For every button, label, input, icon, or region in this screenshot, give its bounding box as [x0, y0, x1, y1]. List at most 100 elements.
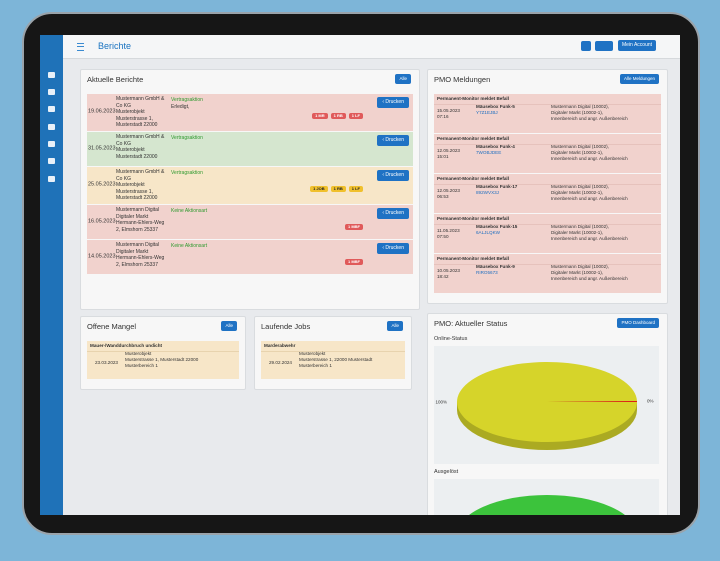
all-messages-button[interactable]: Alle Meldungen: [619, 74, 659, 84]
badge: 1 LF: [348, 113, 363, 119]
location-line: Digitaler Markt (10002-1),: [551, 190, 604, 196]
pmo-location: Mustermann Digital (10002), Digitaler Mar…: [551, 184, 628, 203]
address-line: Hermann-Ehlers-Weg: [116, 255, 165, 262]
address-line: 2, Elmshorn 25337: [116, 226, 158, 233]
device-name: Mäusebox Funk-9: [476, 264, 515, 269]
address-line: Musterstrasse 1,: [116, 188, 153, 195]
print-button[interactable]: ‹ Drucken: [377, 207, 409, 219]
header: Berichte Mein Account: [63, 35, 680, 59]
pmo-list: Permanent-Monitor meldet Befall 15.05.202…: [434, 94, 661, 294]
address-line: Musterstrasse 1,: [116, 115, 153, 122]
nav-icon[interactable]: [48, 176, 55, 182]
device-code[interactable]: 6ALJLQKW: [476, 230, 500, 236]
nav-icon[interactable]: [48, 89, 55, 95]
report-address: Mustermann GmbH & Co KG Musterobjekt Muste…: [116, 94, 168, 131]
location-line: Digitaler Markt (10002-1),: [551, 270, 604, 276]
location-line: Digitaler Markt (10002-1),: [551, 230, 604, 236]
pmo-time: 07:50: [437, 234, 449, 240]
pmo-datetime: 12.05.2023 15:01: [437, 148, 460, 160]
chart-box: 100% 0%: [434, 346, 659, 464]
pmo-date: 15.05.2023: [437, 108, 460, 113]
device-code[interactable]: 892WVX3J: [476, 190, 499, 196]
pie-chart: [469, 495, 625, 515]
item-line: Musterobjekt: [299, 351, 326, 356]
pmo-time: 18:42: [437, 274, 449, 280]
pmo-time: 15:01: [437, 154, 449, 160]
report-row: 16.05.2023 Mustermann Digital Digitaler Ma…: [87, 204, 413, 239]
all-button[interactable]: Alle: [221, 321, 237, 331]
badge: 1 JOB: [310, 185, 328, 192]
pmo-item: Permanent-Monitor meldet Befall 10.05.202…: [434, 254, 661, 293]
nav-icon[interactable]: [48, 106, 55, 112]
print-button[interactable]: ‹ Drucken: [377, 242, 409, 254]
pie-slice: [547, 400, 637, 402]
sidebar: [40, 35, 63, 515]
pmo-item: Permanent-Monitor meldet Befall 11.05.202…: [434, 214, 661, 253]
pie-slice: [457, 362, 637, 443]
print-button[interactable]: ‹ Drucken: [377, 134, 409, 146]
all-button[interactable]: Alle: [395, 74, 411, 84]
location-line: Mustermann Digital (10002),: [551, 224, 609, 229]
pmo-time: 06:53: [437, 194, 449, 200]
nav-icon[interactable]: [48, 141, 55, 147]
address-line: Digitaler Markt: [116, 213, 149, 220]
nav-icon[interactable]: [48, 72, 55, 78]
device-code[interactable]: 7WOBJDEE: [476, 150, 502, 156]
report-date: 19.06.2023: [88, 109, 116, 116]
pmo-device: Mäusebox Funk-5 Y7Z1EJBJ: [476, 104, 515, 116]
device-code[interactable]: Y7Z1EJBJ: [476, 110, 498, 116]
print-button[interactable]: ‹ Drucken: [377, 169, 409, 181]
report-status: Keine Aktionsart: [171, 207, 208, 214]
badge: 1 RB: [330, 113, 346, 119]
device-code[interactable]: RIRO5673: [476, 270, 498, 276]
pmo-item: Permanent-Monitor meldet Befall 12.05.202…: [434, 174, 661, 213]
badge: 1 MBF: [345, 223, 363, 230]
pie-slice: [469, 495, 625, 515]
print-button[interactable]: ‹ Drucken: [377, 97, 409, 108]
pie-chart: 100% 0%: [435, 362, 654, 450]
reports-list: 19.06.2023 Mustermann GmbH & Co KG Mustero…: [87, 94, 413, 275]
all-button[interactable]: Alle: [387, 321, 403, 331]
report-row: 14.05.2023 Mustermann Digital Digitaler Ma…: [87, 239, 413, 274]
item-date: 23.03.2023: [95, 360, 118, 365]
report-status: Vertragsaktion: [171, 169, 203, 176]
location-line: Innenbereich und angr. Außenbereich: [551, 156, 628, 162]
defects-list: Mauer-/Wanddurchbruch undicht 23.03.2023 M…: [87, 341, 239, 379]
address-line: Musterobjekt: [116, 109, 145, 116]
device-name: Mäusebox Funk-15: [476, 224, 518, 229]
item-lines: Musterobjekt Musterstrasse 1, Musterstadt…: [125, 351, 198, 370]
badge: 1 MR: [312, 113, 328, 119]
menu-toggle[interactable]: [77, 43, 84, 51]
location-line: Innenbereich und angr. Außenbereich: [551, 196, 628, 202]
nav-icon[interactable]: [48, 124, 55, 130]
address-line: Musterobjekt: [116, 147, 145, 154]
account-button[interactable]: Mein Account: [618, 40, 657, 51]
item-heading: Marderabwehr: [261, 341, 405, 353]
panel-title: Aktuelle Berichte: [87, 75, 144, 84]
pmo-datetime: 11.05.2023 07:50: [437, 228, 460, 240]
icon-button[interactable]: [581, 41, 591, 51]
jobs-panel: Laufende Jobs Alle Marderabwehr 29.02.202…: [254, 316, 412, 390]
badges: 1 MBF: [345, 258, 363, 265]
dashboard-button[interactable]: PMO Dashboard: [617, 318, 659, 328]
location-line: Innenbereich und angr. Außenbereich: [551, 236, 628, 242]
pmo-date: 12.05.2023: [437, 148, 460, 153]
report-date: 16.05.2023: [88, 218, 116, 225]
item-line: Musterobjekt: [125, 351, 152, 356]
list-item: Mauer-/Wanddurchbruch undicht 23.03.2023 M…: [87, 341, 239, 379]
page-title: Berichte: [98, 41, 132, 51]
pmo-date: 10.05.2023: [437, 268, 460, 273]
location-line: Innenbereich und angr. Außenbereich: [551, 116, 628, 122]
item-lines: Musterobjekt Musterstrasse 1, 22000 Muste…: [299, 351, 372, 370]
pmo-date: 11.05.2023: [437, 228, 460, 233]
report-address: Mustermann GmbH & Co KG Musterobjekt Muste…: [116, 167, 168, 204]
chart-title: Online-Status: [434, 336, 468, 342]
nav-icon[interactable]: [48, 158, 55, 164]
pmo-item: Permanent-Monitor meldet Befall 15.05.202…: [434, 94, 661, 133]
language-button[interactable]: [595, 41, 613, 51]
report-address: Mustermann Digital Digitaler Markt Hermann…: [116, 205, 168, 235]
jobs-list: Marderabwehr 29.02.2024 Musterobjekt Muster…: [261, 341, 405, 379]
location-line: Digitaler Markt (10002-1),: [551, 110, 604, 116]
address-line: Hermann-Ehlers-Weg: [116, 220, 165, 227]
